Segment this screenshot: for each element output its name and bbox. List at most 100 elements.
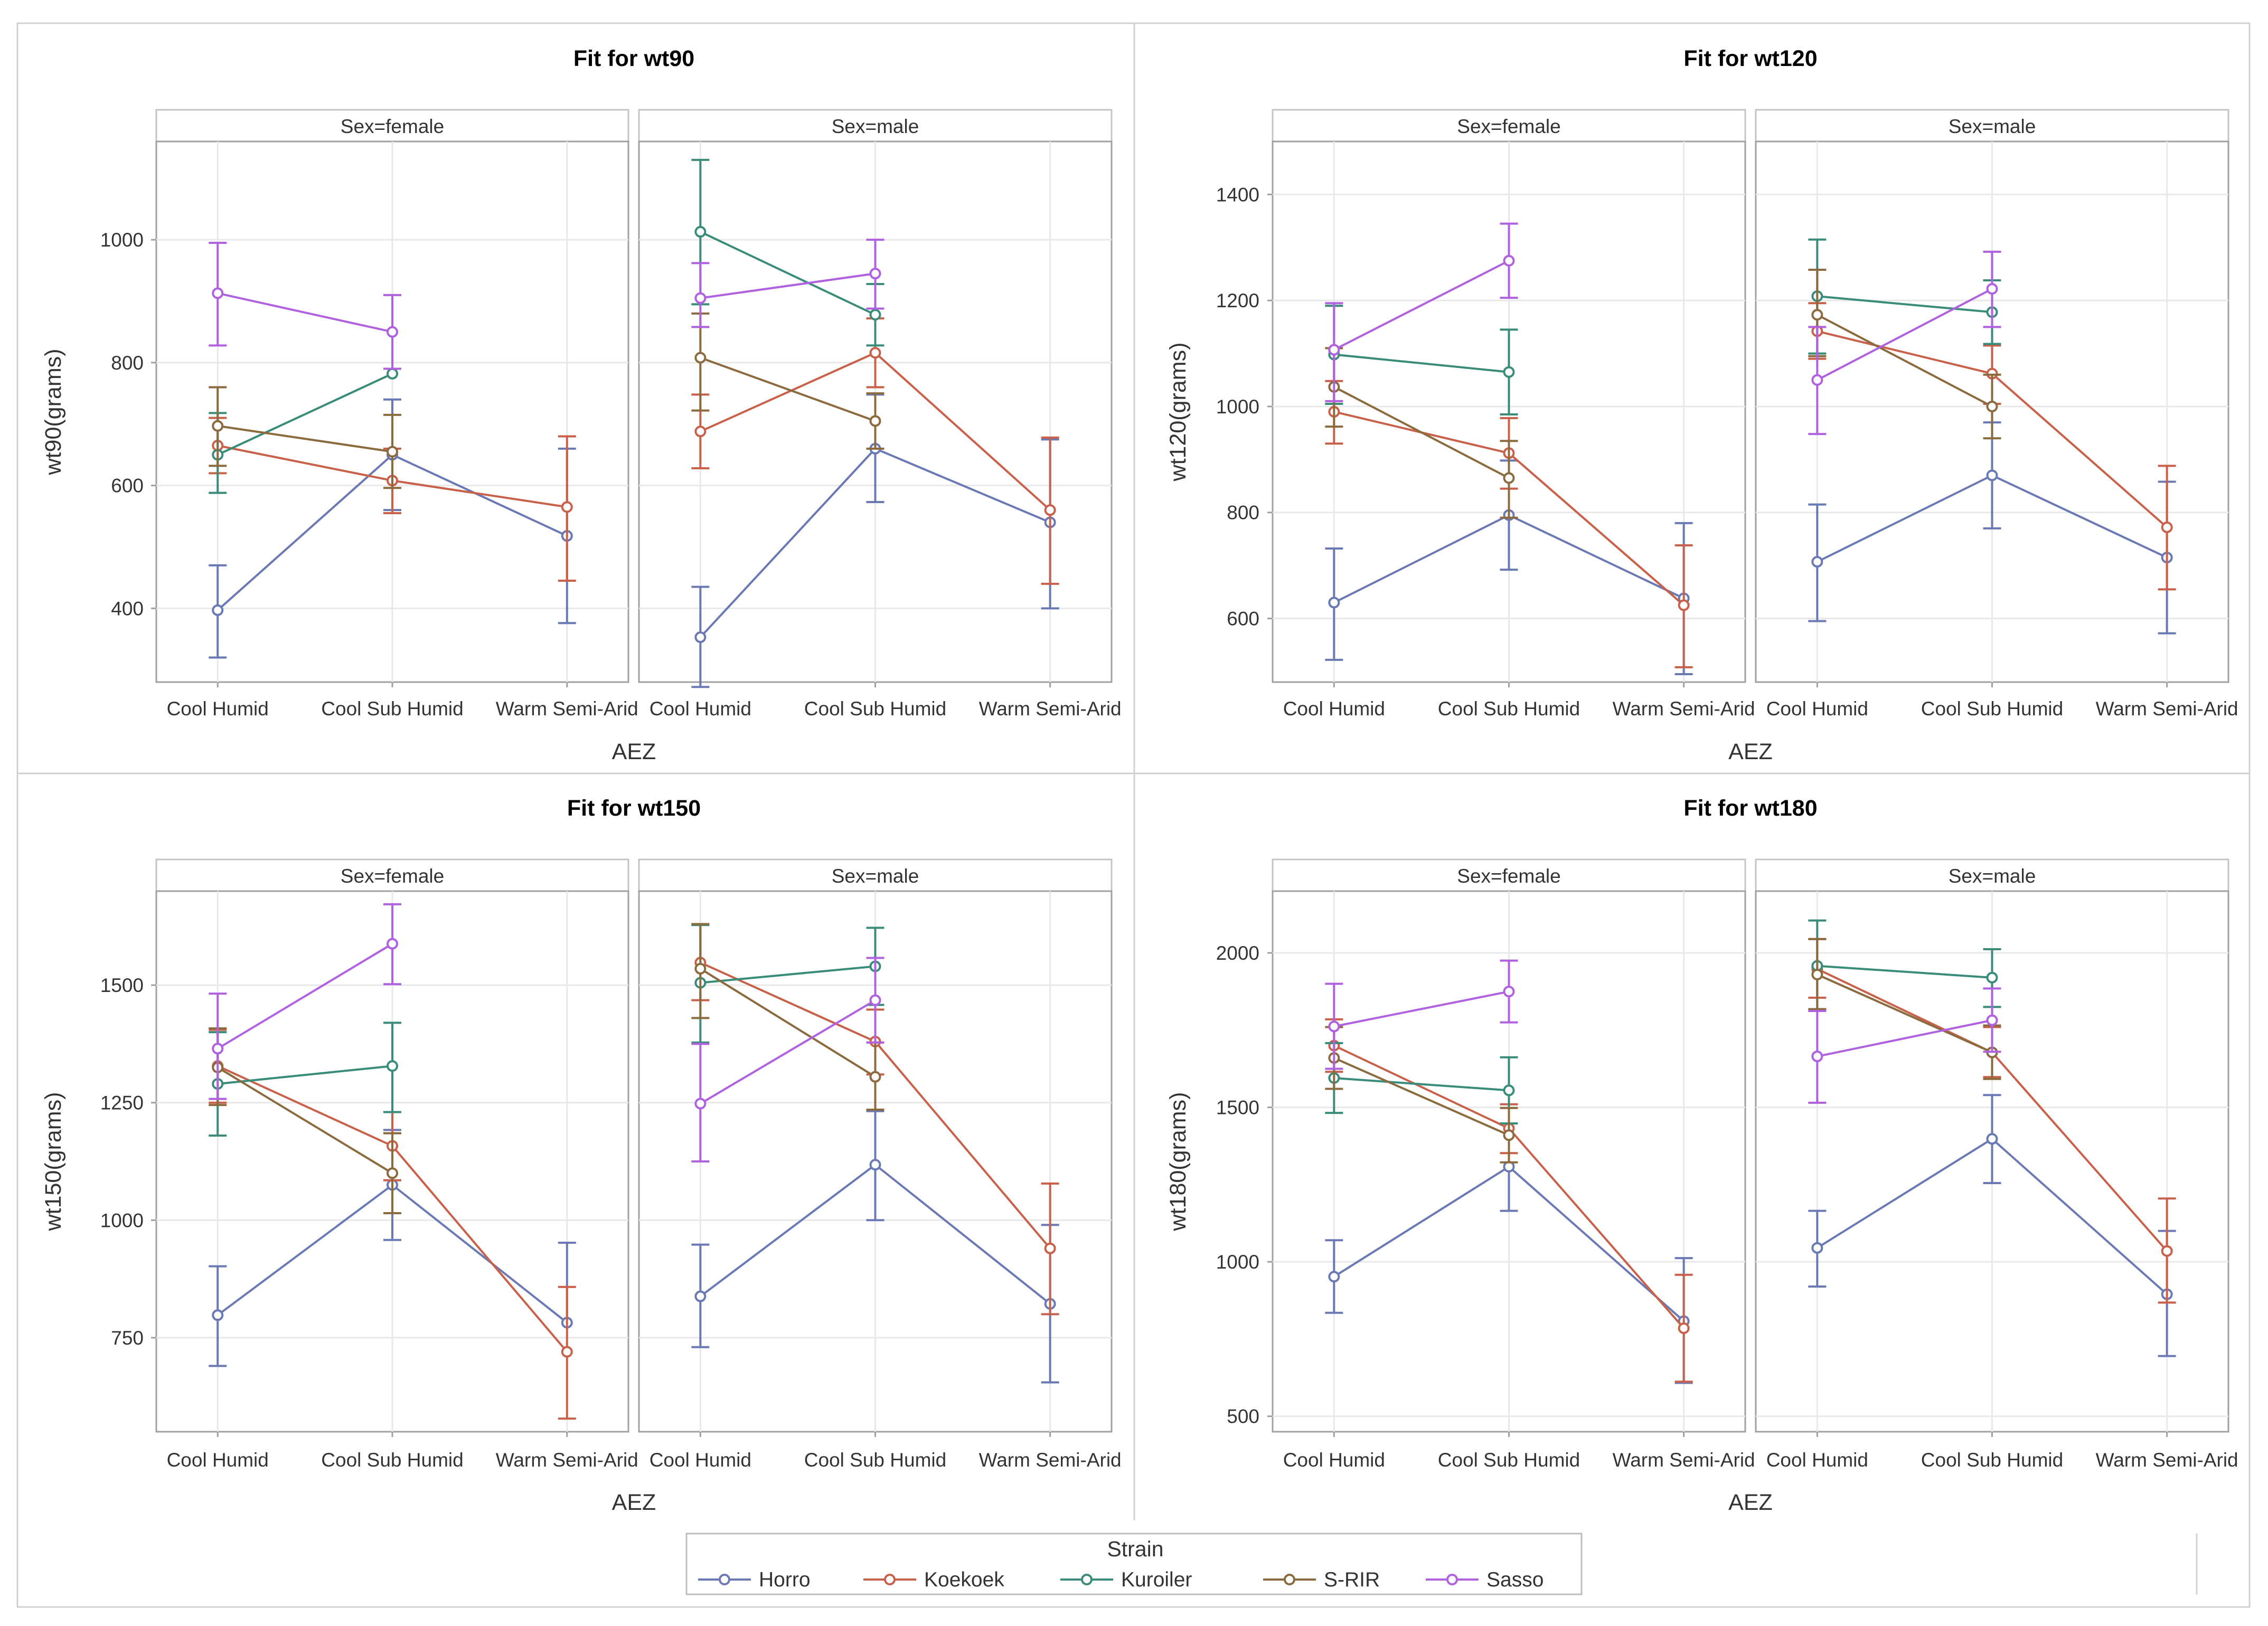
series-line [700, 356, 876, 422]
data-point [1986, 400, 1998, 412]
data-point [869, 1071, 881, 1083]
data-point [1678, 1322, 1690, 1334]
y-tick-label: 1000 [1216, 396, 1259, 418]
series-line [700, 999, 876, 1105]
data-point [561, 1346, 573, 1358]
x-tick-label: Cool Sub Humid [1921, 1449, 2063, 1471]
data-point [1811, 374, 1823, 386]
data-point [387, 326, 398, 338]
data-point [1811, 309, 1823, 321]
facet-header [638, 109, 1113, 143]
data-point [1044, 1242, 1056, 1254]
data-point [212, 1309, 224, 1321]
y-axis-label: wt120(grams) [1165, 343, 1191, 482]
legend-item-horro: Horro [698, 1568, 811, 1591]
data-point [1328, 1271, 1340, 1283]
x-tick-label: Warm Semi-Arid [1613, 1449, 1755, 1471]
series-line [217, 292, 393, 333]
chart-panel: Fit for wt150 Sex=female Cool Humid Cool Su… [41, 796, 1122, 1515]
data-point [387, 446, 398, 458]
legend-label: Horro [759, 1568, 811, 1591]
data-point [869, 1159, 881, 1171]
data-point [387, 1060, 398, 1072]
x-tick-label: Warm Semi-Arid [496, 1449, 638, 1471]
y-tick-label: 1500 [1216, 1097, 1259, 1119]
panel-title: Fit for wt120 [1683, 46, 1817, 71]
x-tick-label: Cool Sub Humid [321, 1449, 463, 1471]
x-tick-label: Cool Sub Humid [1438, 698, 1580, 720]
series-line [1333, 260, 1510, 351]
series-sasso [1325, 959, 1518, 1070]
series-sasso [1325, 222, 1518, 402]
y-tick-label: 500 [1227, 1406, 1259, 1428]
x-tick-label: Cool Humid [650, 698, 751, 720]
facet-header-label: Sex=female [341, 865, 444, 887]
x-tick-label: Warm Semi-Arid [2096, 1449, 2238, 1471]
facet-header [155, 858, 629, 892]
legend-label: Koekoek [924, 1568, 1004, 1591]
series-line [217, 373, 393, 456]
data-point [1503, 472, 1515, 484]
panel-title: Fit for wt150 [567, 796, 701, 821]
legend-title: Strain [1107, 1537, 1163, 1561]
x-tick-label: Warm Semi-Arid [496, 698, 638, 720]
facet-header [1272, 109, 1746, 143]
facet-header-label: Sex=male [1949, 865, 2036, 887]
legend-item-koekoek: Koekoek [863, 1568, 1004, 1591]
data-point [212, 604, 224, 616]
data-point [1328, 344, 1340, 356]
data-point [2161, 1245, 2173, 1257]
series-line [1817, 965, 1992, 979]
legend-label: Kuroiler [1121, 1568, 1192, 1591]
facet-female: Sex=female Cool Humid Cool Sub Humid Warm S… [155, 109, 638, 720]
data-point [1503, 254, 1515, 267]
data-point [212, 420, 224, 432]
x-tick-label: Cool Humid [650, 1449, 751, 1471]
series-line [217, 943, 393, 1050]
facet-header [155, 109, 629, 143]
y-tick-label: 1000 [100, 229, 144, 251]
x-tick-label: Warm Semi-Arid [1613, 698, 1755, 720]
series-sasso [1808, 250, 2001, 436]
series-line [1817, 973, 1993, 1054]
legend-item-s-rir: S-RIR [1263, 1568, 1380, 1591]
series-sasso [691, 239, 884, 328]
series-koekoek [209, 417, 576, 582]
data-point [1811, 556, 1823, 568]
chart-panel: Fit for wt90 Sex=female Cool Humid Cool Sub… [41, 46, 1122, 764]
data-point [694, 426, 707, 438]
series-line [1333, 1057, 1510, 1137]
y-axis-label: wt180(grams) [1165, 1092, 1191, 1232]
data-point [1678, 599, 1690, 611]
x-tick-label: Cool Sub Humid [321, 698, 463, 720]
y-tick-label: 750 [111, 1327, 144, 1349]
data-point [1811, 1051, 1823, 1063]
data-point [561, 501, 573, 513]
y-tick-label: 400 [111, 598, 144, 619]
series-sasso [1808, 987, 2001, 1104]
data-point [694, 292, 707, 304]
data-point [1328, 1020, 1340, 1033]
series-line [1333, 990, 1509, 1028]
series-line [1817, 295, 1992, 314]
data-point [212, 1043, 224, 1055]
facet-header-label: Sex=female [1457, 865, 1560, 887]
y-tick-label: 1000 [100, 1209, 144, 1231]
series-sasso [209, 242, 401, 370]
series-line [1334, 353, 1509, 373]
data-point [1986, 283, 1998, 295]
panel-title: Fit for wt180 [1683, 796, 1817, 821]
series-s-rir [691, 312, 884, 450]
data-point [694, 352, 707, 364]
data-point [387, 367, 398, 380]
x-tick-label: Cool Humid [1766, 1449, 1868, 1471]
series-line [700, 968, 876, 1078]
series-line [217, 424, 393, 453]
legend-item-kuroiler: Kuroiler [1060, 1568, 1192, 1591]
data-point [869, 347, 881, 359]
data-point [1503, 986, 1515, 998]
x-axis-label: AEZ [1728, 1490, 1773, 1515]
data-point [1986, 469, 1998, 481]
data-point [869, 994, 881, 1006]
